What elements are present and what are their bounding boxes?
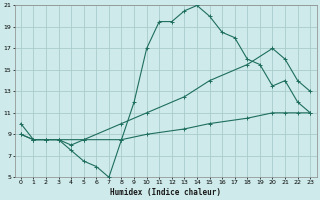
X-axis label: Humidex (Indice chaleur): Humidex (Indice chaleur) — [110, 188, 221, 197]
